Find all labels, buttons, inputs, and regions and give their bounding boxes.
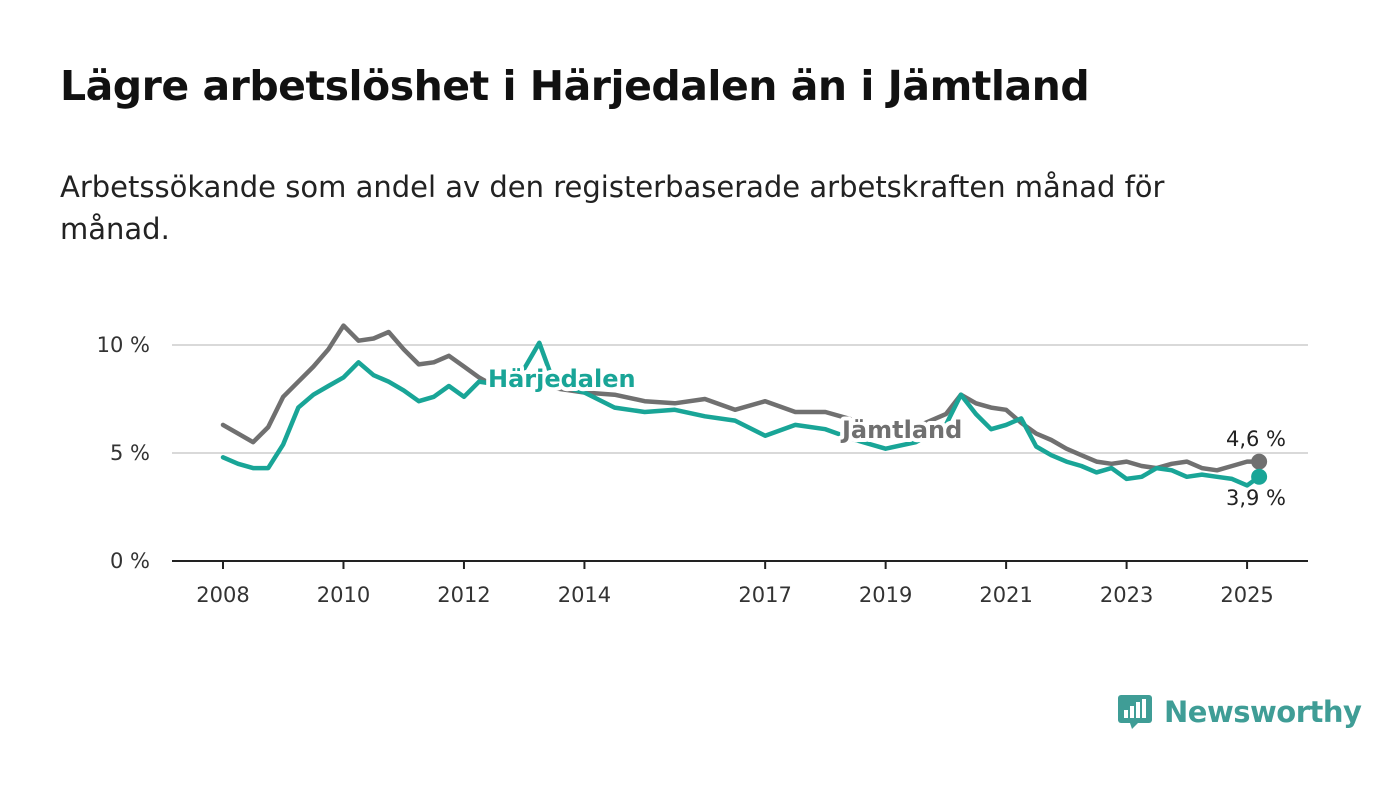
end-value-label-harjedalen: 3,9 % [1226,486,1286,510]
brand-logo: Newsworthy [1118,690,1362,734]
y-tick-label: 10 % [97,333,150,357]
bar-chart-speech-bubble-icon [1118,695,1152,729]
series-label-jamtland: Jämtland [840,416,962,444]
end-value-label-jamtland: 4,6 % [1226,427,1286,451]
series-line-härjedalen [220,340,1262,488]
brand-name: Newsworthy [1164,695,1362,729]
x-axis: 2008 2010 2012 2014 2017 2019 2021 2023 2025 [172,560,1308,607]
series-lines [220,323,1268,488]
series-end-point [1251,468,1268,485]
x-tick-label: 2025 [1220,583,1273,607]
x-tick-label: 2021 [979,583,1032,607]
x-tick-label: 2023 [1100,583,1153,607]
y-tick-label: 0 % [110,549,150,573]
gridlines [172,344,1308,454]
x-tick-label: 2012 [437,583,490,607]
y-tick-label: 5 % [110,441,150,465]
x-tick-label: 2014 [558,583,611,607]
x-tick-label: 2008 [196,583,249,607]
series-end-point [1251,453,1268,470]
series-line-jämtland [220,323,1262,473]
x-tick-label: 2019 [859,583,912,607]
series-labels: Härjedalen Jämtland 4,6 % 3,9 % [484,361,1286,510]
x-tick-label: 2017 [738,583,791,607]
y-axis: 0 % 5 % 10 % [97,333,150,573]
chart-title: Lägre arbetslöshet i Härjedalen än i Jäm… [60,62,1090,110]
chart-subtitle: Arbetssökande som andel av den registerb… [60,170,1165,246]
x-tick-label: 2010 [317,583,370,607]
series-label-harjedalen: Härjedalen [488,365,636,393]
